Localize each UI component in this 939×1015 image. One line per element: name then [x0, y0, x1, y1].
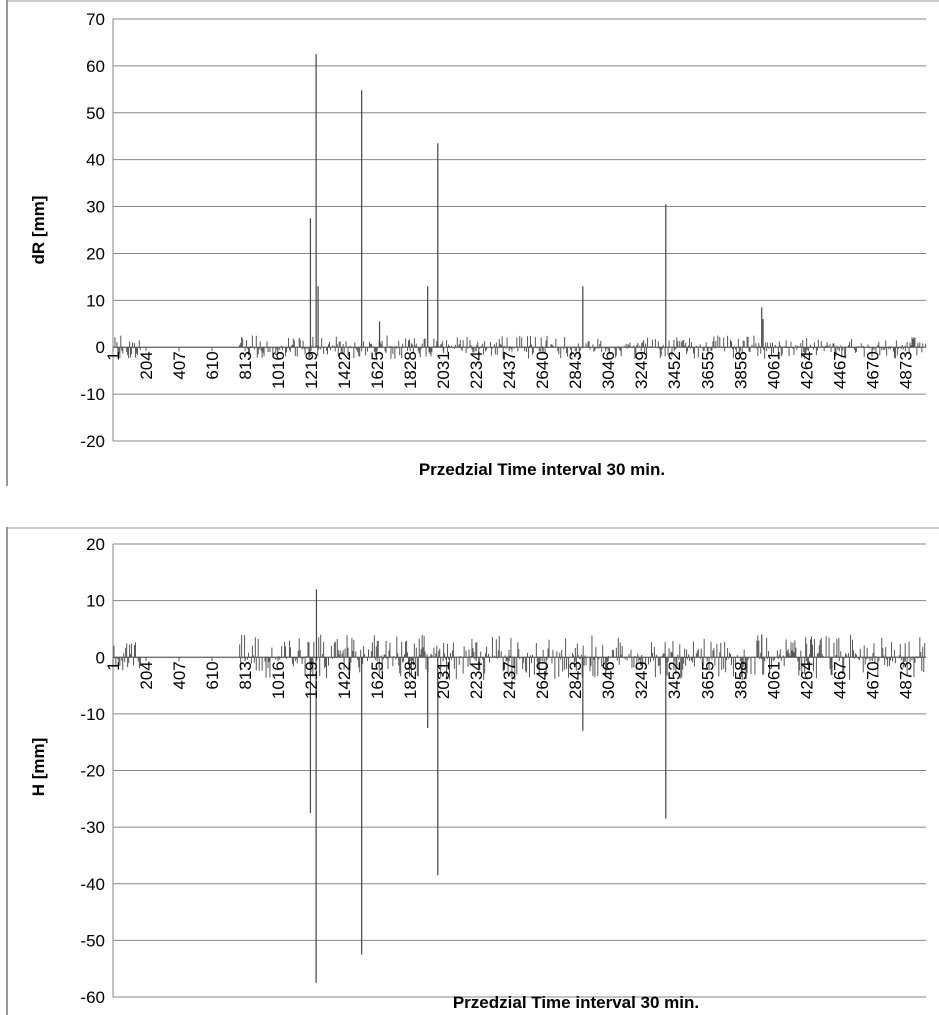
h-x-tick-label: 3249: [632, 661, 651, 699]
dr-y-ticks: -20 -10 0 10 20 30 40 50 60 70: [80, 10, 105, 451]
h-y-tick-label: 0: [96, 648, 105, 667]
h-gridlines: [113, 543, 926, 998]
dr-x-tick-label: 3452: [665, 351, 684, 389]
dr-x-tick-label: 3046: [599, 351, 618, 389]
h-x-tick-label: 1422: [335, 661, 354, 699]
h-x-tick-label: 1219: [302, 661, 321, 699]
dr-x-tick-label: 1625: [368, 351, 387, 389]
h-x-tick-label: 4061: [764, 661, 783, 699]
dr-x-tick-label: 1: [104, 351, 123, 360]
h-x-tick-label: 610: [203, 661, 222, 689]
chart-dr: -20 -10 0 10 20 30 40 50 60 70 1 204 407 610 813 1016 12…: [6, 0, 939, 486]
h-x-tick-label: 204: [137, 661, 156, 689]
dr-x-tick-label: 2843: [566, 351, 585, 389]
dr-x-tick-label: 1219: [302, 351, 321, 389]
h-x-tick-label: 4467: [830, 661, 849, 699]
dr-y-tick-label: 30: [86, 198, 105, 217]
chart-h: -60 -50 -40 -30 -20 -10 0 10 20 1 204 407 610 813 1016…: [6, 527, 939, 1015]
h-series: [112, 634, 926, 680]
h-x-tick-label: 813: [236, 661, 255, 689]
dr-x-tick-label: 4670: [863, 351, 882, 389]
dr-x-ticks: 1 204 407 610 813 1016 1219 1422 1625 1828 2031 223…: [104, 347, 915, 389]
h-x-tick-label: 2843: [566, 661, 585, 699]
dr-x-tick-label: 2640: [533, 351, 552, 389]
dr-y-tick-label: 10: [86, 291, 105, 310]
h-x-tick-label: 2234: [467, 661, 486, 699]
dr-y-tick-label: -20: [80, 432, 105, 451]
dr-x-tick-label: 4061: [764, 351, 783, 389]
h-x-tick-label: 1: [104, 661, 123, 670]
dr-x-tick-label: 3249: [632, 351, 651, 389]
dr-spikes: [309, 54, 764, 348]
h-x-tick-label: 4670: [863, 661, 882, 699]
h-spikes: [309, 589, 763, 983]
h-y-tick-label: -50: [80, 931, 105, 950]
dr-x-tick-label: 4873: [896, 351, 915, 389]
h-x-tick-label: 3046: [599, 661, 618, 699]
h-x-tick-label: 1625: [368, 661, 387, 699]
dr-y-axis-title: dR [mm]: [29, 196, 48, 265]
h-x-tick-label: 407: [170, 661, 189, 689]
chart-h-svg: -60 -50 -40 -30 -20 -10 0 10 20 1 204 407 610 813 1016…: [6, 527, 939, 1015]
h-y-tick-label: 10: [86, 592, 105, 611]
dr-x-tick-label: 3858: [731, 351, 750, 389]
h-y-tick-label: -30: [80, 818, 105, 837]
dr-x-tick-label: 407: [170, 351, 189, 379]
h-x-tick-label: 3858: [731, 661, 750, 699]
dr-series: [114, 335, 927, 359]
h-x-tick-label: 2640: [533, 661, 552, 699]
dr-x-tick-label: 2234: [467, 351, 486, 389]
dr-x-tick-label: 4264: [797, 351, 816, 389]
h-y-tick-label: -10: [80, 705, 105, 724]
dr-y-tick-label: 40: [86, 151, 105, 170]
dr-x-tick-label: 2031: [434, 351, 453, 389]
dr-x-tick-label: 1016: [269, 351, 288, 389]
dr-x-tick-label: 3655: [698, 351, 717, 389]
h-x-tick-label: 1016: [269, 661, 288, 699]
dr-y-tick-label: 0: [96, 338, 105, 357]
chart-dr-svg: -20 -10 0 10 20 30 40 50 60 70 1 204 407 610 813 1016 12…: [6, 0, 939, 486]
dr-x-tick-label: 4467: [830, 351, 849, 389]
dr-y-tick-label: -10: [80, 385, 105, 404]
dr-y-tick-label: 60: [86, 57, 105, 76]
h-x-tick-label: 4264: [797, 661, 816, 699]
h-x-ticks: 1 204 407 610 813 1016 1219 1422 1625 1828 2031 223…: [104, 657, 915, 699]
dr-y-tick-label: 70: [86, 10, 105, 29]
dr-x-tick-label: 2437: [500, 351, 519, 389]
h-x-tick-label: 1828: [401, 661, 420, 699]
h-y-ticks: -60 -50 -40 -30 -20 -10 0 10 20: [80, 535, 105, 1007]
h-x-tick-label: 4873: [896, 661, 915, 699]
h-y-tick-label: -60: [80, 988, 105, 1007]
dr-x-tick-label: 813: [236, 351, 255, 379]
h-y-axis-title: H [mm]: [29, 738, 48, 797]
h-x-tick-label: 2437: [500, 661, 519, 699]
h-y-tick-label: 20: [86, 535, 105, 554]
dr-y-tick-label: 50: [86, 104, 105, 123]
h-x-tick-label: 3655: [698, 661, 717, 699]
dr-x-tick-label: 1422: [335, 351, 354, 389]
dr-x-tick-label: 1828: [401, 351, 420, 389]
dr-y-tick-label: 20: [86, 244, 105, 263]
dr-x-tick-label: 610: [203, 351, 222, 379]
h-x-tick-label: 2031: [434, 661, 453, 699]
dr-x-tick-label: 204: [137, 351, 156, 379]
dr-x-axis-title: Przedzial Time interval 30 min.: [419, 460, 665, 479]
h-y-tick-label: -40: [80, 875, 105, 894]
h-y-tick-label: -20: [80, 762, 105, 781]
h-x-tick-label: 3452: [665, 661, 684, 699]
h-x-axis-title: Przedzial Time interval 30 min.: [453, 993, 699, 1012]
